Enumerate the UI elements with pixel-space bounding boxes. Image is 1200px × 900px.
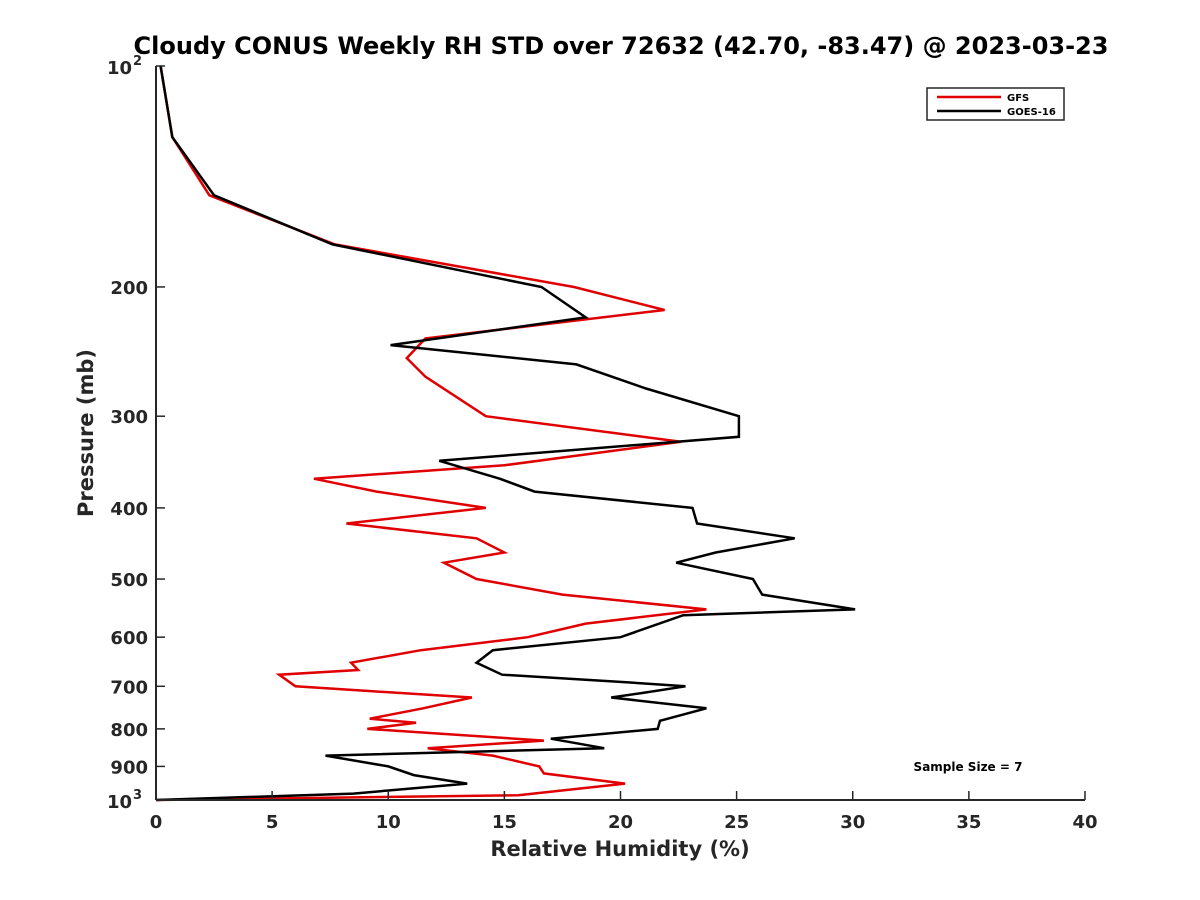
y-tick-label-bottom: 10 [107, 792, 132, 813]
x-tick-label: 30 [840, 812, 865, 833]
y-tick-exponent-top: 2 [133, 54, 142, 69]
y-axis-label: Pressure (mb) [74, 349, 98, 517]
chart-title: Cloudy CONUS Weekly RH STD over 72632 (4… [134, 32, 1109, 60]
x-tick-label: 40 [1072, 812, 1097, 833]
x-tick-label: 0 [150, 812, 163, 833]
y-tick-label: 800 [110, 720, 148, 741]
x-tick-label: 5 [266, 812, 279, 833]
legend-label-gfs: GFS [1007, 93, 1029, 104]
legend: GFS GOES-16 [926, 87, 1065, 121]
x-tick-label: 20 [608, 812, 633, 833]
y-tick-exponent-bottom: 3 [133, 788, 142, 803]
y-tick-label: 700 [110, 677, 148, 698]
y-tick-label-top: 10 [107, 58, 132, 79]
sample-size-annotation: Sample Size = 7 [914, 760, 1023, 774]
series-line-gfs [155, 65, 707, 802]
y-tick-label: 600 [110, 628, 148, 649]
x-ticks: 0 5 10 15 20 25 30 35 40 [150, 791, 1098, 833]
y-tick-label: 400 [110, 499, 148, 520]
series-line-goes-16 [155, 65, 856, 802]
x-tick-label: 25 [724, 812, 749, 833]
legend-box [926, 87, 1065, 121]
x-axis-label: Relative Humidity (%) [490, 837, 749, 861]
series-layer [155, 65, 856, 802]
x-tick-label: 10 [376, 812, 401, 833]
y-tick-label: 500 [110, 570, 148, 591]
x-tick-label: 35 [956, 812, 981, 833]
plot-area: 0 5 10 15 20 25 30 35 40 200 300 400 500 600 700 800 90… [107, 54, 1098, 833]
legend-label-goes16: GOES-16 [1007, 107, 1056, 118]
x-tick-label: 15 [492, 812, 517, 833]
y-tick-label: 200 [110, 278, 148, 299]
y-tick-label: 300 [110, 407, 148, 428]
y-tick-label: 900 [110, 757, 148, 778]
